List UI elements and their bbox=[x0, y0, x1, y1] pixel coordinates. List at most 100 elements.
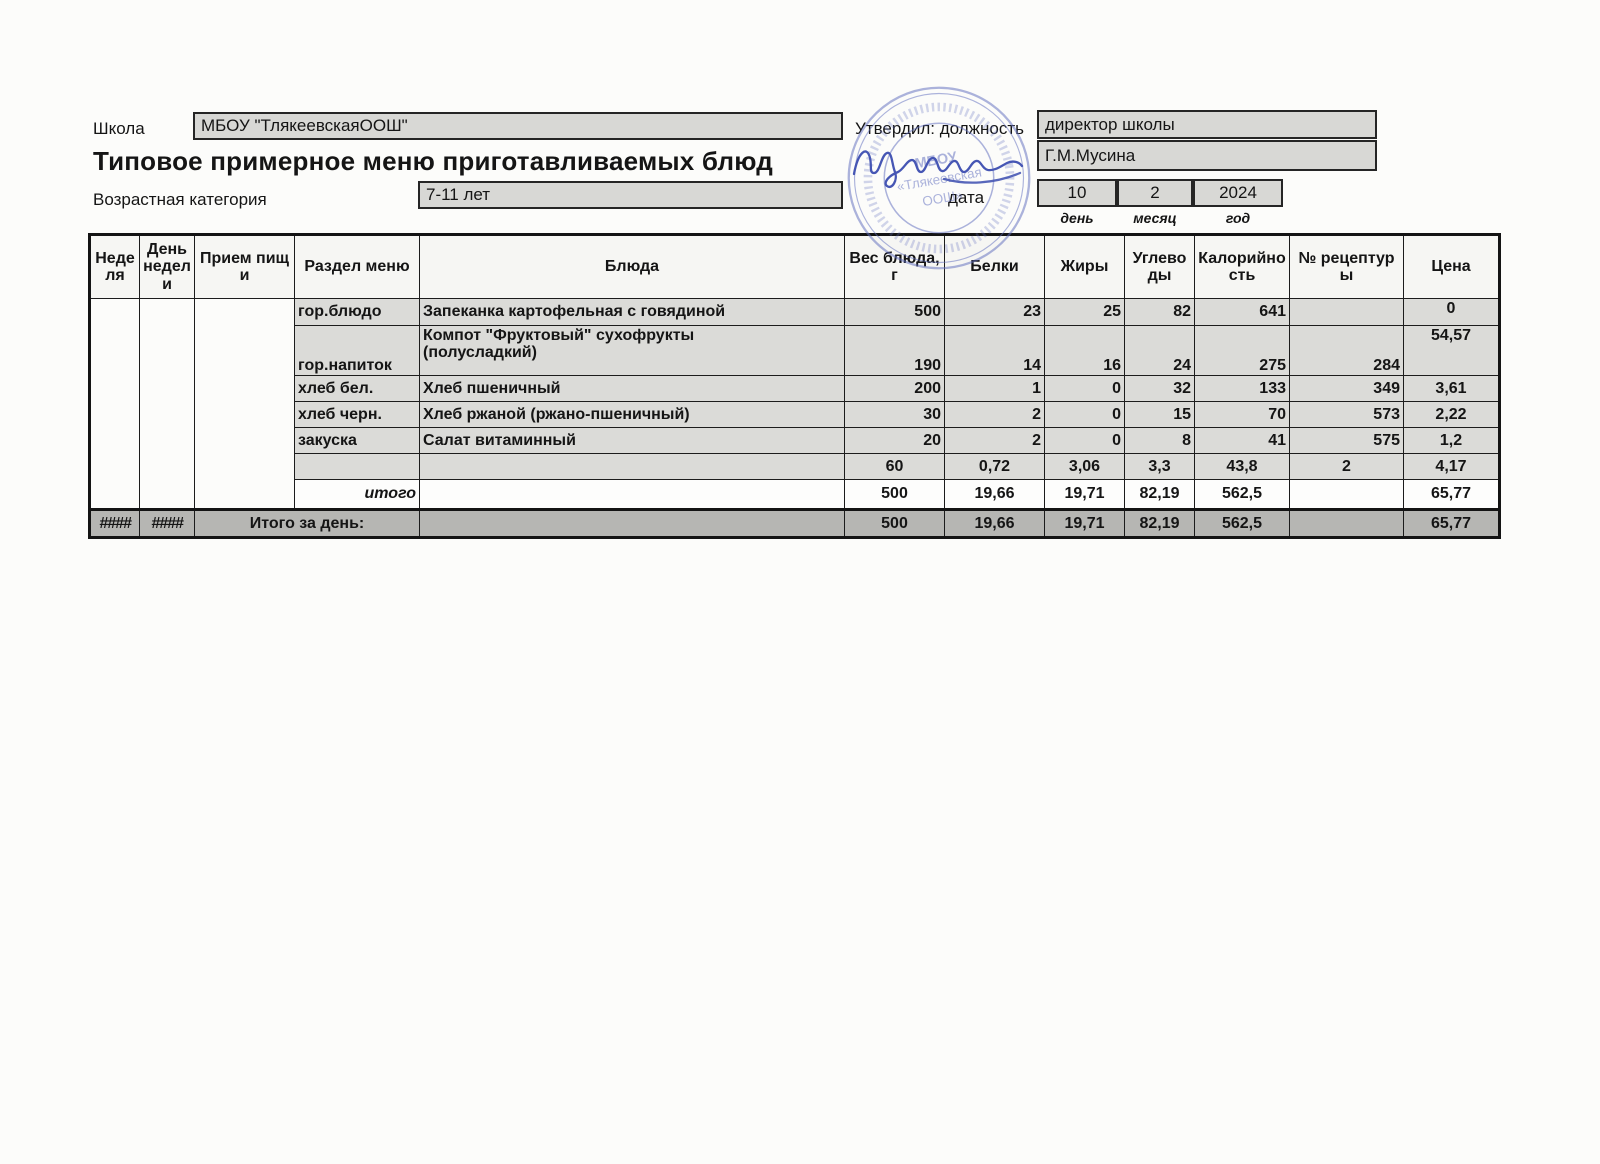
menu-row: гор.напиток Компот "Фруктовый" сухофрукт… bbox=[90, 325, 1500, 376]
cell-protein: 2 bbox=[944, 427, 1045, 454]
cell-weekday bbox=[139, 298, 195, 510]
school-value-box[interactable]: МБОУ "ТлякеевскаяООШ" bbox=[193, 112, 843, 140]
cell-carbs: 3,3 bbox=[1124, 453, 1195, 480]
cell-section bbox=[294, 453, 420, 480]
cell-section: гор.напиток bbox=[294, 325, 420, 376]
cell-protein: 1 bbox=[944, 375, 1045, 402]
cell-weight: 500 bbox=[844, 508, 945, 538]
cell-fat: 16 bbox=[1044, 325, 1125, 376]
date-day-box[interactable]: 10 bbox=[1037, 179, 1117, 207]
cell-price: 65,77 bbox=[1403, 479, 1500, 510]
col-header-weight: Вес блюда, г bbox=[844, 234, 945, 299]
cell-dish bbox=[419, 479, 845, 510]
school-value: МБОУ "ТлякеевскаяООШ" bbox=[201, 116, 408, 135]
cell-section: гор.блюдо bbox=[294, 298, 420, 326]
cell-weight: 200 bbox=[844, 375, 945, 402]
date-month: 2 bbox=[1150, 183, 1160, 202]
date-month-box[interactable]: 2 bbox=[1117, 179, 1193, 207]
cell-recipe: 284 bbox=[1289, 325, 1404, 376]
col-header-fat: Жиры bbox=[1044, 234, 1125, 299]
cell-calories: 70 bbox=[1194, 401, 1290, 428]
col-header-meal: Прием пищи bbox=[194, 234, 295, 299]
col-header-carbs: Углеводы bbox=[1124, 234, 1195, 299]
subtotal-label: итого bbox=[294, 479, 420, 510]
col-header-price: Цена bbox=[1403, 234, 1500, 299]
cell-protein: 23 bbox=[944, 298, 1045, 326]
col-header-weekday: День недели bbox=[139, 234, 195, 299]
cell-fat: 19,71 bbox=[1044, 479, 1125, 510]
cell-recipe bbox=[1289, 479, 1404, 510]
menu-row: хлеб бел. Хлеб пшеничный 200 1 0 32 133 … bbox=[90, 375, 1500, 402]
cell-weight: 30 bbox=[844, 401, 945, 428]
cell-fat: 19,71 bbox=[1044, 508, 1125, 538]
menu-table: Неделя День недели Прием пищи Раздел мен… bbox=[88, 233, 1501, 539]
cell-carbs: 15 bbox=[1124, 401, 1195, 428]
cell-price: 3,61 bbox=[1403, 375, 1500, 402]
cell-recipe bbox=[1289, 298, 1404, 326]
table-header-row: Неделя День недели Прием пищи Раздел мен… bbox=[89, 234, 1500, 299]
cell-dish: Хлеб ржаной (ржано-пшеничный) bbox=[419, 401, 845, 428]
school-label: Школа bbox=[93, 119, 145, 138]
cell-calories: 641 bbox=[1194, 298, 1290, 326]
cell-calories: 43,8 bbox=[1194, 453, 1290, 480]
cell-fat: 0 bbox=[1044, 375, 1125, 402]
cell-fat: 0 bbox=[1044, 427, 1125, 454]
age-category-label: Возрастная категория bbox=[93, 190, 267, 209]
cell-recipe: 575 bbox=[1289, 427, 1404, 454]
cell-carbs: 82 bbox=[1124, 298, 1195, 326]
cell-recipe: 2 bbox=[1289, 453, 1404, 480]
cell-section: хлеб черн. bbox=[294, 401, 420, 428]
cell-fat: 0 bbox=[1044, 401, 1125, 428]
col-header-protein: Белки bbox=[944, 234, 1045, 299]
cell-calories: 562,5 bbox=[1194, 479, 1290, 510]
cell-carbs: 82,19 bbox=[1124, 508, 1195, 538]
cell-weekday-overflow: #### bbox=[139, 508, 195, 538]
col-header-week: Неделя bbox=[89, 234, 140, 299]
cell-meal bbox=[194, 298, 295, 510]
cell-protein: 19,66 bbox=[944, 508, 1045, 538]
cell-price: 1,2 bbox=[1403, 427, 1500, 454]
menu-row: гор.блюдо Запеканка картофельная с говяд… bbox=[89, 298, 1500, 510]
menu-row: 60 0,72 3,06 3,3 43,8 2 4,17 bbox=[90, 453, 1500, 480]
cell-calories: 133 bbox=[1194, 375, 1290, 402]
date-month-caption: месяц bbox=[1133, 210, 1177, 226]
document-title: Типовое примерное меню приготавливаемых … bbox=[93, 146, 773, 176]
cell-price: 4,17 bbox=[1403, 453, 1500, 480]
cell-fat: 25 bbox=[1044, 298, 1125, 326]
cell-weight: 500 bbox=[844, 479, 945, 510]
cell-calories: 275 bbox=[1194, 325, 1290, 376]
date-day-caption: день bbox=[1060, 210, 1094, 226]
date-year-caption: год bbox=[1225, 210, 1251, 226]
cell-protein: 2 bbox=[944, 401, 1045, 428]
cell-carbs: 32 bbox=[1124, 375, 1195, 402]
date-label: дата bbox=[948, 188, 985, 207]
cell-fat: 3,06 bbox=[1044, 453, 1125, 480]
approver-position: директор школы bbox=[1045, 114, 1175, 134]
cell-price: 2,22 bbox=[1403, 401, 1500, 428]
date-year-box[interactable]: 2024 bbox=[1193, 179, 1283, 207]
cell-dish: Запеканка картофельная с говядиной bbox=[419, 298, 845, 326]
stamp-line1: МБОУ bbox=[914, 149, 959, 172]
cell-dish: Компот "Фруктовый" сухофрукты (полусладк… bbox=[419, 325, 845, 376]
day-total-row: #### #### Итого за день: 500 19,66 19,71… bbox=[89, 508, 1500, 538]
date-day: 10 bbox=[1067, 183, 1087, 202]
cell-carbs: 24 bbox=[1124, 325, 1195, 376]
age-category-box[interactable]: 7-11 лет bbox=[418, 181, 843, 209]
cell-week bbox=[89, 298, 140, 510]
approver-name-box[interactable]: Г.М.Мусина bbox=[1037, 140, 1377, 171]
subtotal-row: итого 500 19,66 19,71 82,19 562,5 65,77 bbox=[90, 479, 1500, 510]
menu-row: хлеб черн. Хлеб ржаной (ржано-пшеничный)… bbox=[90, 401, 1500, 428]
cell-dish bbox=[419, 508, 845, 538]
date-year: 2024 bbox=[1219, 183, 1257, 202]
age-category-value: 7-11 лет bbox=[426, 185, 491, 204]
cell-calories: 562,5 bbox=[1194, 508, 1290, 538]
col-header-recipe: № рецептуры bbox=[1289, 234, 1404, 299]
cell-price: 0 bbox=[1403, 298, 1500, 326]
approver-position-box[interactable]: директор школы bbox=[1037, 110, 1377, 139]
col-header-menu-section: Раздел меню bbox=[294, 234, 420, 299]
cell-price: 65,77 bbox=[1403, 508, 1500, 538]
menu-row: закуска Салат витаминный 20 2 0 8 41 575… bbox=[90, 427, 1500, 454]
cell-weight: 190 bbox=[844, 325, 945, 376]
cell-recipe: 349 bbox=[1289, 375, 1404, 402]
